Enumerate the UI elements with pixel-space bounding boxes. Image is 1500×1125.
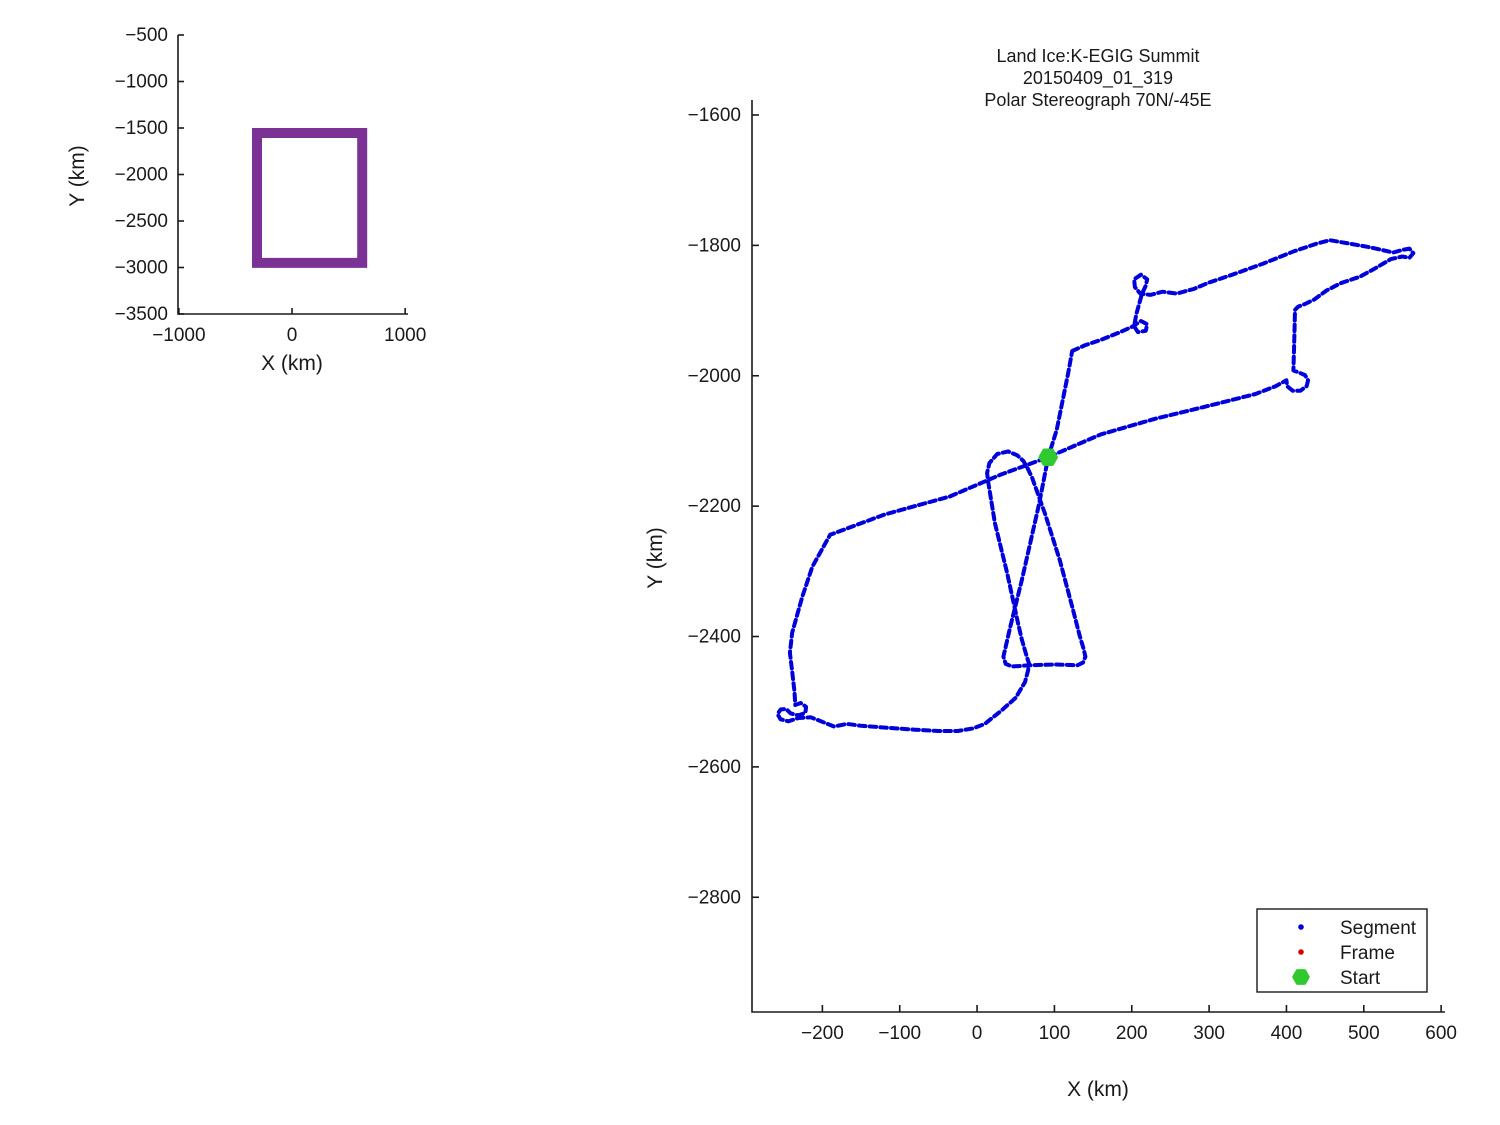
legend-label-frame: Frame [1340, 943, 1395, 964]
flight-track-x-tick-label: 200 [1116, 1023, 1148, 1044]
overview-y-tick-label: −3000 [115, 258, 168, 279]
overview-spines [177, 35, 408, 315]
flight-extent-box [252, 128, 368, 268]
legend-marker-start-icon [1292, 969, 1310, 985]
overview-y-tick-label: −1000 [115, 72, 168, 93]
flight-track-x-tick-label: 600 [1425, 1023, 1457, 1044]
flight-track-y-tick-label: −1800 [688, 235, 741, 256]
flight-track-x-tick-label: −100 [878, 1023, 921, 1044]
legend: Segment Frame Start [1256, 908, 1428, 993]
flight-track-plot: −200 −100 0 100 200 300 400 500 600 −1600 −1800 −20… [644, 46, 1457, 1101]
flight-track-y-tick-label: −2000 [688, 366, 741, 387]
flight-track-x-tick-label: 400 [1271, 1023, 1303, 1044]
plot-title-line-1: Land Ice:K-EGIG Summit [996, 46, 1199, 66]
flight-track-y-tick-label: −2200 [688, 496, 741, 517]
segment-track [775, 238, 1416, 733]
flight-track-x-tick-label: 500 [1348, 1023, 1380, 1044]
flight-track-y-tick-label: −2800 [688, 887, 741, 908]
overview-series [252, 128, 368, 268]
overview-y-tick-label: −2500 [115, 211, 168, 232]
overview-x-tick-label: 0 [287, 325, 298, 346]
overview-plot: −1000 0 1000 −500 −1000 −1500 −2000 −2500 −3000 −… [66, 25, 426, 375]
overview-x-tick-label: −1000 [152, 325, 205, 346]
flight-track-y-tick-label: −2600 [688, 757, 741, 778]
overview-ylabel: Y (km) [66, 145, 89, 206]
overview-x-tick-label: 1000 [384, 325, 426, 346]
legend-marker-segment-icon [1298, 924, 1304, 930]
flight-track-series [775, 238, 1416, 733]
flight-track-x-tick-label: 300 [1193, 1023, 1225, 1044]
legend-label-start: Start [1340, 968, 1381, 989]
overview-y-tick-label: −500 [125, 25, 168, 46]
overview-y-tick-label: −1500 [115, 118, 168, 139]
flight-track-xlabel: X (km) [1067, 1078, 1129, 1101]
flight-track-x-tick-label: −200 [801, 1023, 844, 1044]
flight-track-y-tick-label: −1600 [688, 105, 741, 126]
overview-y-tick-label: −3500 [115, 304, 168, 325]
overview-xlabel: X (km) [261, 352, 323, 375]
overview-y-tick-label: −2000 [115, 165, 168, 186]
legend-label-segment: Segment [1340, 918, 1417, 939]
plot-title-line-3: Polar Stereograph 70N/-45E [984, 90, 1211, 110]
start-marker [1038, 448, 1058, 466]
legend-marker-frame-icon [1298, 949, 1304, 955]
flight-track-spines [751, 100, 1445, 1013]
flight-track-y-tick-label: −2400 [688, 627, 741, 648]
flight-track-x-tick-label: 0 [972, 1023, 983, 1044]
overview-axes: −1000 0 1000 −500 −1000 −1500 −2000 −2500 −3000 −… [115, 25, 427, 346]
flight-track-x-tick-label: 100 [1039, 1023, 1071, 1044]
flight-track-ylabel: Y (km) [644, 527, 667, 588]
plot-title-line-2: 20150409_01_319 [1023, 68, 1173, 89]
legend-box [1256, 908, 1428, 993]
flight-track-axes: −200 −100 0 100 200 300 400 500 600 −1600 −1800 −20… [688, 100, 1457, 1044]
